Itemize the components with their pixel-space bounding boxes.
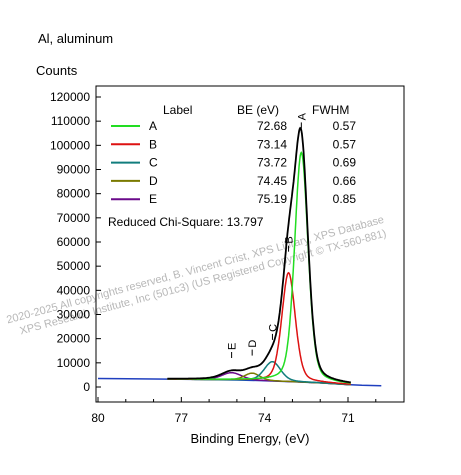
peak-marker-label-e: E	[227, 343, 239, 350]
peak-marker-label-c: C	[267, 324, 279, 332]
chart-title: Al, aluminum	[38, 31, 113, 46]
peak-markers: A B CD E	[227, 112, 308, 358]
x-tick-label: 80	[91, 411, 105, 425]
x-tick-label: 71	[341, 411, 355, 425]
y-tick-label: 100000	[50, 138, 90, 152]
y-tick-label: 30000	[57, 308, 91, 322]
legend-fwhm-b: 0.57	[333, 137, 357, 151]
legend-be-a: 72.68	[257, 119, 287, 133]
legend-fwhm-d: 0.66	[333, 174, 357, 188]
peak-marker-label-a: A	[296, 112, 308, 120]
y-tick-label: 60000	[57, 235, 91, 249]
x-axis-label: Binding Energy, (eV)	[191, 431, 310, 446]
legend-label-e: E	[149, 192, 157, 206]
legend-label-d: D	[149, 174, 158, 188]
legend-fwhm-e: 0.85	[333, 192, 357, 206]
y-tick-label: 0	[83, 380, 90, 394]
legend-be-d: 74.45	[257, 174, 287, 188]
legend-be-e: 75.19	[257, 192, 287, 206]
y-axis-label: Counts	[36, 63, 78, 78]
y-tick-label: 110000	[51, 114, 90, 128]
envelope-curve	[167, 126, 351, 384]
peak-marker-label-b: B	[284, 236, 296, 243]
y-tick-label: 10000	[57, 356, 91, 370]
legend-be-b: 73.14	[257, 137, 287, 151]
x-tick-label: 74	[258, 411, 272, 425]
y-axis: 0 10000 20000 30000 40000 50000 60000 70000 8000…	[50, 90, 101, 394]
legend-label-b: B	[149, 137, 157, 151]
legend-fwhm-a: 0.57	[333, 119, 357, 133]
y-tick-label: 120000	[50, 90, 90, 104]
legend-fwhm-c: 0.69	[333, 156, 357, 170]
x-tick-label: 77	[175, 411, 189, 425]
y-tick-label: 50000	[57, 259, 91, 273]
y-tick-label: 90000	[57, 163, 91, 177]
y-tick-label: 80000	[57, 187, 91, 201]
y-tick-label: 40000	[57, 283, 91, 297]
curves	[97, 126, 382, 387]
legend-header-be: BE (eV)	[237, 103, 279, 117]
legend-header-label: Label	[163, 103, 192, 117]
legend-label-c: C	[149, 156, 158, 170]
legend: Label BE (eV) FWHM A 72.68 0.57 B 73.14 0.57 C…	[111, 103, 356, 206]
legend-label-a: A	[149, 119, 157, 133]
legend-be-c: 73.72	[257, 156, 287, 170]
x-axis: 80 77 74 71	[91, 397, 377, 425]
y-tick-label: 70000	[57, 211, 91, 225]
plot-frame	[95, 85, 405, 403]
reduced-chi-square: Reduced Chi-Square: 13.797	[108, 215, 264, 229]
peak-marker-label-d: D	[247, 340, 259, 348]
y-tick-label: 20000	[57, 332, 91, 346]
legend-header-fwhm: FWHM	[312, 103, 349, 117]
